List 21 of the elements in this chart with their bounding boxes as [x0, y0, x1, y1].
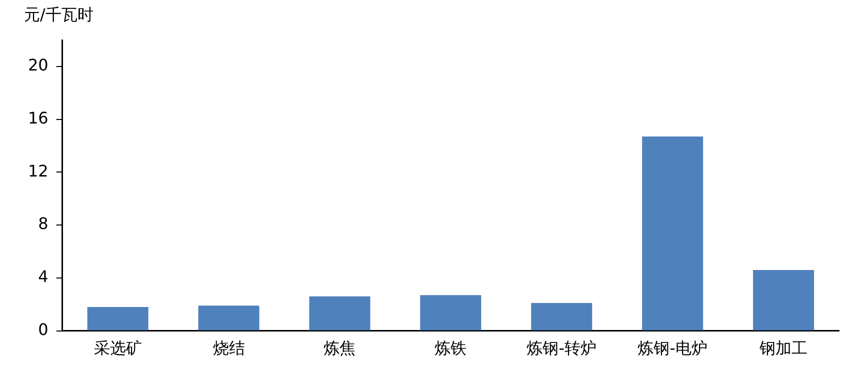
x-tick-label: 钢加工: [758, 338, 808, 358]
x-tick-label: 采选矿: [94, 338, 142, 358]
y-tick-label: 16: [28, 108, 48, 128]
bar: [531, 303, 592, 330]
x-tick-label: 炼焦: [324, 338, 356, 358]
bar: [642, 136, 704, 330]
y-axis-title: 元/千瓦时: [24, 5, 94, 24]
y-tick-label: 12: [28, 161, 48, 180]
y-tick-label: 20: [28, 56, 48, 75]
bar: [87, 307, 148, 330]
x-tick-label: 炼铁: [434, 338, 467, 358]
bar: [420, 295, 482, 330]
y-tick-label: 8: [38, 214, 48, 234]
x-tick-label: 炼钢-电炉: [638, 338, 708, 358]
bar: [309, 296, 370, 330]
y-tick-label: 0: [38, 320, 48, 339]
bar: [753, 270, 814, 330]
x-tick-label: 炼钢-转炉: [526, 338, 597, 358]
x-tick-label: 烧结: [212, 338, 245, 358]
bar: [198, 306, 260, 330]
y-tick-label: 4: [38, 267, 48, 286]
